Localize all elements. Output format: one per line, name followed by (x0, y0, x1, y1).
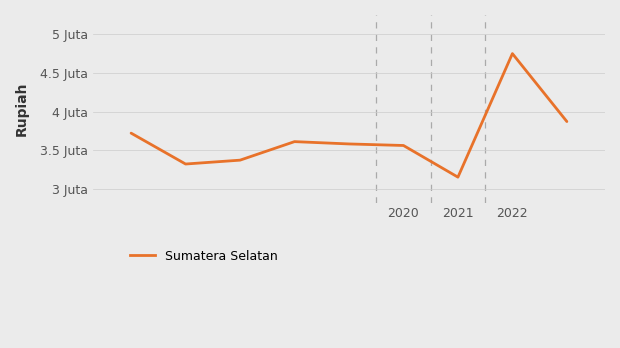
Legend: Sumatera Selatan: Sumatera Selatan (125, 245, 283, 268)
Y-axis label: Rupiah: Rupiah (15, 81, 29, 136)
